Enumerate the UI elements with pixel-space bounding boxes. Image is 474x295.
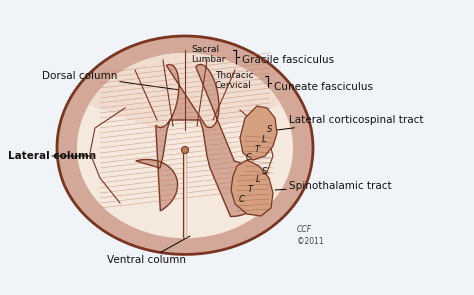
- Text: Sacral: Sacral: [191, 45, 219, 55]
- Text: Ventral column: Ventral column: [108, 236, 190, 265]
- Text: S: S: [267, 124, 273, 134]
- Polygon shape: [57, 36, 313, 254]
- Text: L: L: [262, 135, 266, 143]
- Text: S: S: [262, 166, 268, 176]
- Text: Thoracic: Thoracic: [215, 71, 254, 81]
- Polygon shape: [231, 160, 273, 216]
- Text: C: C: [246, 153, 252, 163]
- Polygon shape: [136, 64, 262, 217]
- Text: Dorsal column: Dorsal column: [42, 71, 180, 90]
- Polygon shape: [89, 53, 281, 131]
- Text: Cuneate fasciculus: Cuneate fasciculus: [274, 82, 373, 92]
- Text: ©2011: ©2011: [297, 237, 324, 245]
- Text: Cervical: Cervical: [215, 81, 252, 91]
- Text: Lateral column: Lateral column: [8, 151, 96, 161]
- Polygon shape: [77, 53, 293, 238]
- Text: Spinothalamic tract: Spinothalamic tract: [275, 181, 392, 191]
- Polygon shape: [240, 106, 277, 160]
- Text: Gracile fasciculus: Gracile fasciculus: [242, 55, 334, 65]
- Text: C: C: [239, 196, 245, 204]
- Circle shape: [182, 147, 189, 153]
- Text: T: T: [255, 145, 260, 153]
- Text: CCF: CCF: [297, 225, 312, 235]
- Text: Lumbar: Lumbar: [191, 55, 225, 65]
- Text: L: L: [255, 176, 260, 184]
- Text: T: T: [247, 186, 253, 194]
- Text: Lateral corticospinal tract: Lateral corticospinal tract: [277, 115, 423, 130]
